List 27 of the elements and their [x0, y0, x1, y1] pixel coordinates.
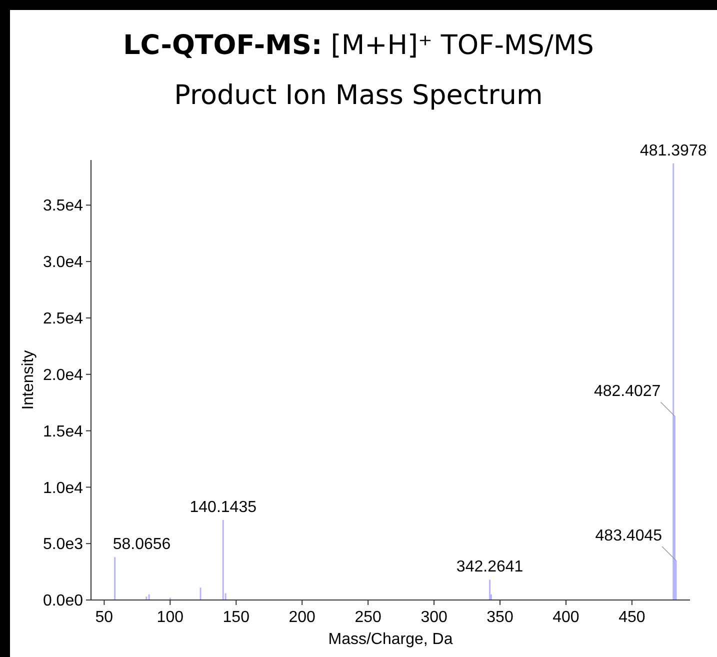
annotation: 482.4027 — [594, 383, 661, 400]
y-tick-label: 2.0e4 — [42, 366, 84, 384]
chart-title: LC-QTOF-MS: [M+H]⁺ TOF-MS/MS — [123, 30, 594, 61]
y-tick-label: 3.5e4 — [42, 198, 84, 215]
y-axis-title: Intensity — [20, 350, 37, 410]
x-tick-label: 400 — [552, 609, 580, 626]
y-tick-label: 0.0e0 — [42, 592, 84, 610]
x-tick-label: 250 — [354, 609, 382, 626]
y-tick-label: 2.5e4 — [42, 310, 84, 328]
x-tick-label: 450 — [618, 609, 646, 626]
x-tick-label: 100 — [156, 609, 184, 626]
x-tick-label: 50 — [95, 609, 114, 626]
x-tick-label: 300 — [420, 609, 448, 626]
y-tick-label: 1.0e4 — [42, 480, 84, 497]
annotation: 481.3978 — [640, 142, 707, 160]
annotation: 140.1435 — [190, 498, 257, 516]
chart-subtitle: Product Ion Mass Spectrum — [174, 80, 543, 111]
y-tick-label: 3.0e4 — [42, 254, 84, 272]
annotation: 58.0656 — [112, 536, 171, 554]
y-tick-label: 1.5e4 — [42, 423, 84, 440]
annotation: 342.2641 — [456, 558, 524, 576]
y-tick-label: 5.0e3 — [42, 536, 84, 554]
x-tick-label: 350 — [486, 609, 514, 626]
x-axis-title: Mass/Charge, Da — [328, 631, 453, 648]
annotation: 483.4045 — [595, 528, 662, 545]
x-tick-label: 150 — [222, 609, 250, 626]
x-tick-label: 200 — [288, 609, 316, 626]
